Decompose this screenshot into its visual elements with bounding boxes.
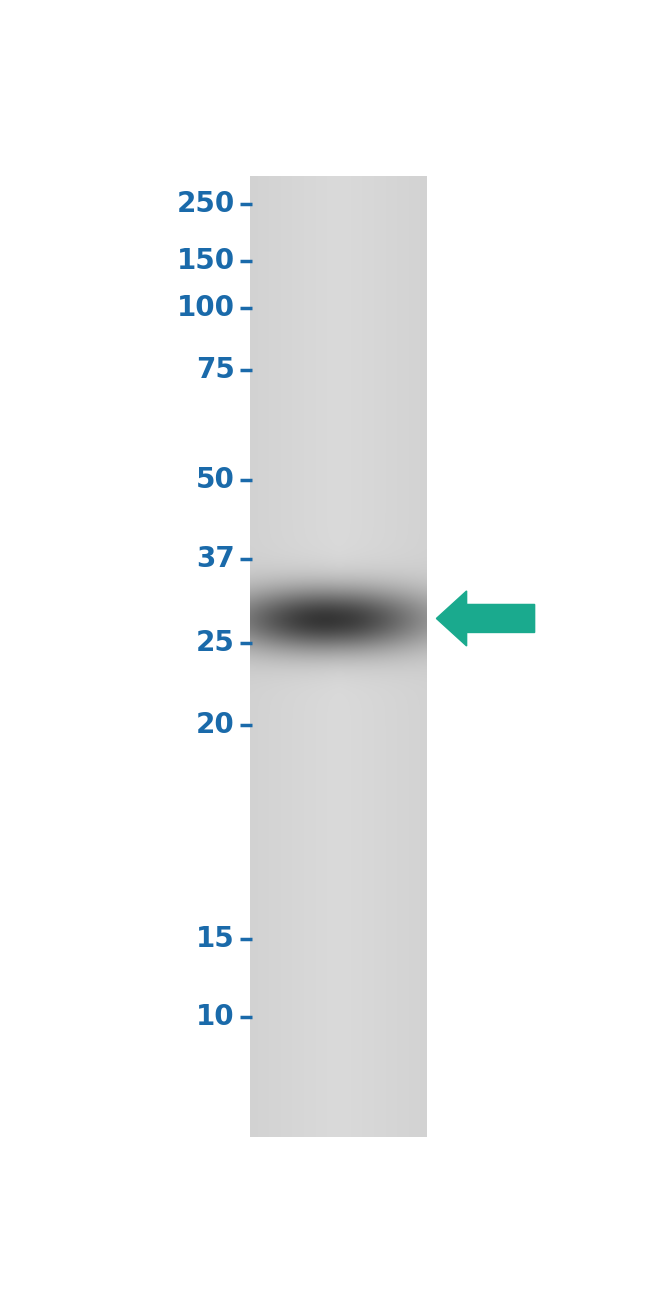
FancyArrow shape <box>436 592 534 646</box>
Text: 25: 25 <box>196 629 235 658</box>
Text: 15: 15 <box>196 924 235 953</box>
Text: 37: 37 <box>196 546 235 573</box>
Text: 100: 100 <box>177 294 235 322</box>
Text: 75: 75 <box>196 356 235 385</box>
Text: 20: 20 <box>196 711 235 738</box>
Text: 50: 50 <box>196 467 235 494</box>
Text: 250: 250 <box>177 190 235 218</box>
Text: 10: 10 <box>196 1002 235 1031</box>
Text: 150: 150 <box>177 247 235 276</box>
